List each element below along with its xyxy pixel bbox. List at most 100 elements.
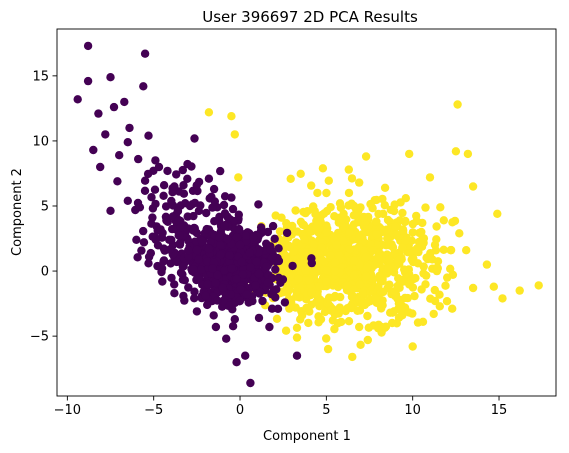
scatter-point-series-1 bbox=[315, 302, 324, 311]
scatter-point-series-1 bbox=[417, 227, 426, 237]
scatter-point-series-1 bbox=[401, 236, 410, 245]
scatter-point-series-0 bbox=[148, 232, 157, 241]
scatter-point-series-1 bbox=[432, 266, 442, 276]
scatter-point-series-1 bbox=[345, 245, 354, 254]
scatter-point-series-0 bbox=[94, 109, 103, 118]
scatter-point-series-0 bbox=[222, 334, 231, 343]
scatter-point-series-1 bbox=[294, 274, 303, 284]
scatter-point-series-0 bbox=[203, 300, 212, 310]
y-axis-label: Component 2 bbox=[10, 168, 25, 256]
scatter-point-series-1 bbox=[422, 271, 431, 280]
scatter-point-series-0 bbox=[227, 264, 236, 273]
scatter-point-series-0 bbox=[140, 176, 150, 185]
scatter-point-series-0 bbox=[211, 278, 220, 288]
scatter-point-series-1 bbox=[389, 307, 399, 316]
scatter-point-series-1 bbox=[389, 206, 399, 216]
scatter-point-series-0 bbox=[144, 131, 153, 140]
scatter-point-series-1 bbox=[419, 234, 429, 243]
scatter-point-series-0 bbox=[272, 285, 281, 294]
scatter-point-series-0 bbox=[137, 246, 146, 255]
scatter-point-series-0 bbox=[232, 233, 242, 242]
scatter-point-series-1 bbox=[417, 285, 426, 294]
scatter-point-series-1 bbox=[354, 242, 363, 252]
scatter-point-series-1 bbox=[349, 201, 359, 211]
scatter-point-series-0 bbox=[216, 240, 225, 249]
scatter-point-series-0 bbox=[185, 201, 195, 211]
scatter-point-series-0 bbox=[254, 313, 264, 323]
scatter-point-series-1 bbox=[383, 215, 393, 225]
scatter-point-series-1 bbox=[275, 227, 285, 236]
scatter-point-series-1 bbox=[421, 203, 430, 212]
scatter-point-series-1 bbox=[361, 152, 371, 161]
scatter-point-series-0 bbox=[220, 266, 229, 275]
scatter-point-series-1 bbox=[364, 323, 373, 332]
scatter-point-series-1 bbox=[380, 323, 390, 332]
scatter-point-series-1 bbox=[307, 288, 316, 297]
scatter-point-series-1 bbox=[313, 188, 322, 198]
x-axis-label: Component 1 bbox=[263, 429, 351, 444]
scatter-point-series-0 bbox=[101, 130, 110, 139]
scatter-point-series-0 bbox=[227, 193, 236, 202]
scatter-point-series-0 bbox=[148, 213, 157, 222]
scatter-point-series-1 bbox=[400, 265, 409, 274]
x-tick-label: 5 bbox=[322, 403, 330, 418]
scatter-point-series-0 bbox=[218, 283, 227, 293]
scatter-point-series-0 bbox=[194, 255, 203, 264]
scatter-point-series-1 bbox=[404, 308, 414, 317]
scatter-point-series-1 bbox=[435, 290, 444, 299]
x-tick-label: 15 bbox=[491, 403, 508, 418]
scatter-point-series-1 bbox=[307, 181, 316, 190]
scatter-point-series-0 bbox=[204, 174, 214, 183]
scatter-point-series-1 bbox=[292, 333, 302, 342]
scatter-point-series-1 bbox=[326, 251, 335, 260]
scatter-point-series-1 bbox=[320, 307, 330, 317]
scatter-point-series-0 bbox=[120, 97, 129, 107]
scatter-point-series-1 bbox=[401, 194, 410, 203]
scatter-point-series-1 bbox=[385, 280, 394, 289]
scatter-point-series-0 bbox=[192, 307, 202, 316]
scatter-point-series-0 bbox=[197, 265, 206, 274]
scatter-point-series-1 bbox=[489, 282, 498, 291]
scatter-point-series-0 bbox=[225, 251, 234, 260]
scatter-point-series-0 bbox=[132, 235, 141, 244]
scatter-point-series-0 bbox=[254, 269, 264, 278]
scatter-point-series-1 bbox=[442, 297, 452, 306]
scatter-point-series-1 bbox=[332, 240, 341, 250]
scatter-point-series-0 bbox=[228, 322, 238, 331]
x-tick-label: 0 bbox=[236, 403, 244, 418]
scatter-point-series-1 bbox=[413, 259, 423, 268]
scatter-point-series-1 bbox=[422, 253, 431, 262]
scatter-point-series-1 bbox=[398, 208, 407, 218]
scatter-point-series-1 bbox=[394, 255, 403, 265]
scatter-point-series-1 bbox=[363, 311, 372, 321]
scatter-point-series-1 bbox=[443, 273, 452, 282]
scatter-point-series-0 bbox=[193, 186, 202, 196]
scatter-point-series-1 bbox=[318, 164, 328, 173]
scatter-point-series-0 bbox=[167, 273, 176, 283]
scatter-point-series-0 bbox=[215, 212, 224, 221]
y-tick-label: −5 bbox=[30, 330, 49, 345]
scatter-point-series-1 bbox=[322, 188, 331, 198]
scatter-point-series-0 bbox=[223, 234, 232, 244]
scatter-point-series-1 bbox=[299, 256, 309, 266]
scatter-point-series-0 bbox=[210, 197, 219, 206]
scatter-point-series-1 bbox=[432, 222, 441, 231]
scatter-point-series-1 bbox=[327, 306, 336, 315]
scatter-point-series-0 bbox=[156, 225, 165, 234]
scatter-point-series-0 bbox=[258, 296, 267, 306]
scatter-point-series-0 bbox=[238, 270, 248, 279]
scatter-point-series-1 bbox=[468, 182, 478, 191]
scatter-point-series-0 bbox=[203, 257, 212, 266]
scatter-point-series-0 bbox=[234, 224, 244, 234]
scatter-point-series-1 bbox=[498, 294, 507, 303]
scatter-point-series-1 bbox=[439, 245, 448, 254]
scatter-point-series-0 bbox=[170, 289, 179, 298]
scatter-point-series-0 bbox=[140, 49, 150, 58]
scatter-point-series-1 bbox=[309, 202, 318, 211]
scatter-point-series-1 bbox=[335, 199, 345, 208]
scatter-point-series-0 bbox=[163, 166, 172, 176]
scatter-point-series-0 bbox=[123, 196, 132, 205]
scatter-point-series-0 bbox=[115, 151, 124, 160]
scatter-point-series-0 bbox=[139, 226, 148, 236]
